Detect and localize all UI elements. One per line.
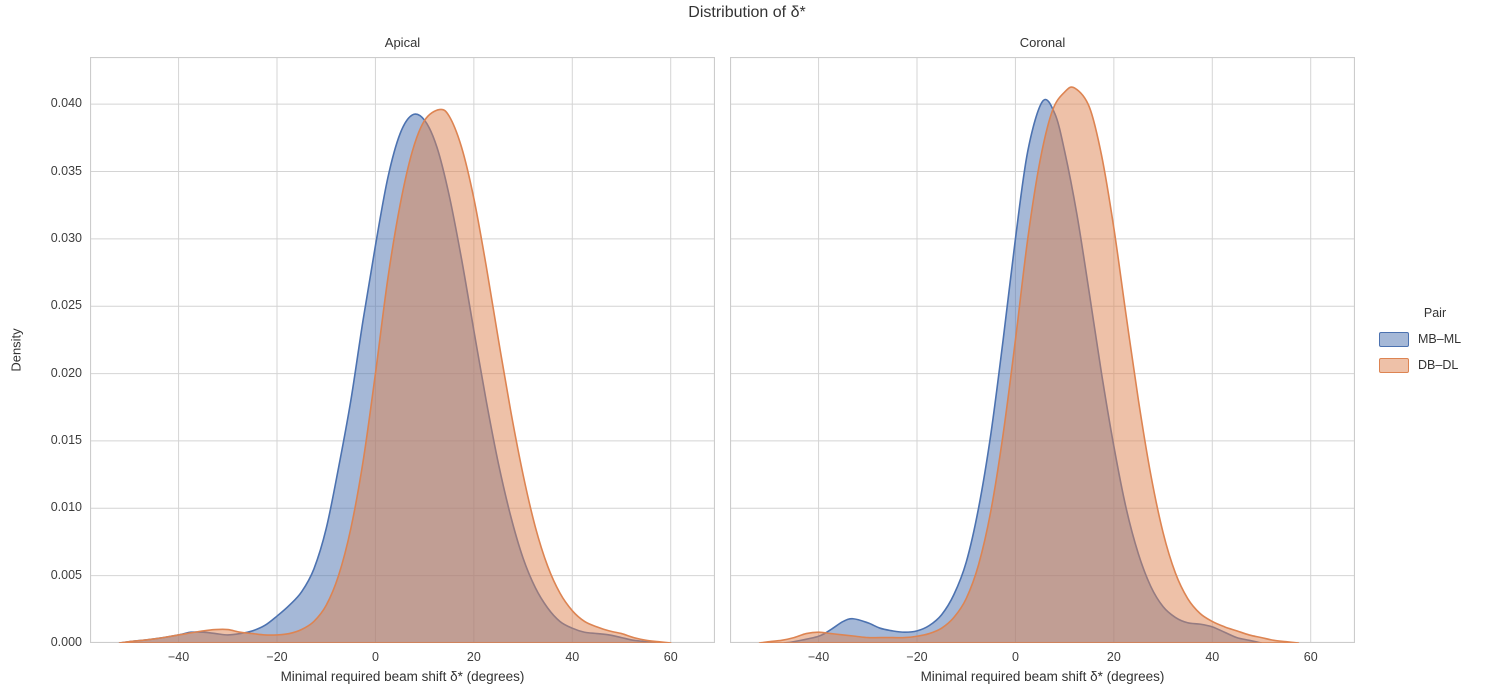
legend-label-db-dl: DB–DL <box>1418 358 1459 372</box>
x-tick-label: 20 <box>1106 650 1121 664</box>
legend-entry-db-dl: DB–DL <box>1379 352 1491 378</box>
x-tick-label: 0 <box>371 650 379 664</box>
x-tick-label: 0 <box>1011 650 1019 664</box>
y-axis-label: Density <box>8 328 24 372</box>
y-tick-label: 0.000 <box>50 635 82 649</box>
legend-swatch-db-dl <box>1379 357 1409 373</box>
kde-curve-db-dl <box>118 108 672 643</box>
x-tick-label: 60 <box>663 650 678 664</box>
panel-title-coronal: Coronal <box>1019 35 1066 50</box>
x-axis-label-coronal: Minimal required beam shift δ* (degrees) <box>920 669 1165 684</box>
y-tick-label: 0.025 <box>50 298 82 313</box>
y-tick-label: 0.005 <box>50 567 82 582</box>
y-tick-label: 0.020 <box>50 365 82 380</box>
kde-curve-db-dl <box>758 86 1300 643</box>
x-axis-label-apical: Minimal required beam shift δ* (degrees) <box>280 669 525 684</box>
legend: Pair MB–ML DB–DL <box>1379 306 1491 378</box>
x-tick-label: 20 <box>466 650 481 664</box>
legend-label-mb-ml: MB–ML <box>1418 332 1462 346</box>
panel-title-apical: Apical <box>384 35 421 50</box>
legend-title: Pair <box>1423 306 1447 320</box>
x-tick-label: −20 <box>906 650 928 664</box>
legend-swatch-mb-ml <box>1379 331 1409 347</box>
y-tick-label: 0.035 <box>50 163 82 178</box>
x-tick-label: −40 <box>167 650 190 664</box>
y-tick-label: 0.010 <box>50 500 82 515</box>
x-tick-label: −40 <box>807 650 830 664</box>
x-tick-label: 60 <box>1303 650 1318 664</box>
y-tick-label: 0.030 <box>50 230 82 245</box>
kde-plot-apical <box>90 57 715 643</box>
y-tick-label: 0.015 <box>50 432 82 447</box>
x-tick-label: 40 <box>565 650 580 664</box>
y-tick-label: 0.040 <box>50 96 82 111</box>
x-tick-label: 40 <box>1205 650 1220 664</box>
kde-plot-coronal <box>730 57 1355 643</box>
legend-entry-mb-ml: MB–ML <box>1379 326 1491 352</box>
figure-title: Distribution of δ* <box>688 4 806 21</box>
x-tick-label: −20 <box>266 650 288 664</box>
